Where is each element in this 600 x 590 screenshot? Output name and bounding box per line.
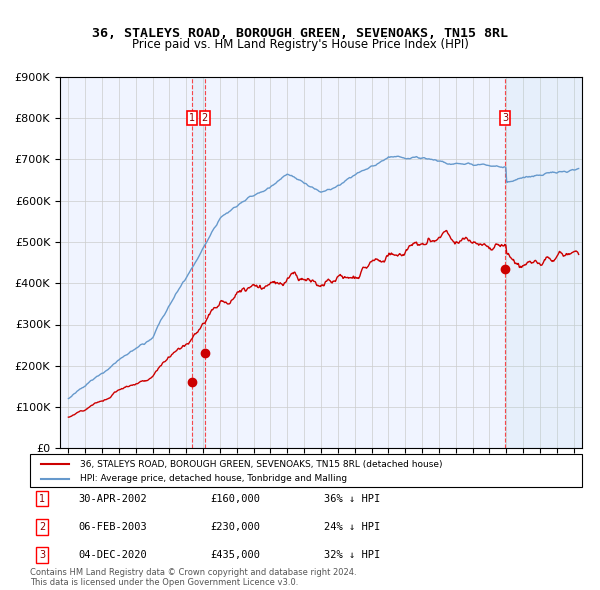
Text: 36, STALEYS ROAD, BOROUGH GREEN, SEVENOAKS, TN15 8RL: 36, STALEYS ROAD, BOROUGH GREEN, SEVENOA… [92,27,508,40]
Text: HPI: Average price, detached house, Tonbridge and Malling: HPI: Average price, detached house, Tonb… [80,474,347,483]
Text: 04-DEC-2020: 04-DEC-2020 [78,550,147,560]
Bar [505,77,582,448]
Text: 1: 1 [189,113,195,123]
Text: 1: 1 [39,494,45,503]
Text: £435,000: £435,000 [210,550,260,560]
Text: 3: 3 [502,113,508,123]
Text: 2: 2 [202,113,208,123]
Text: 3: 3 [39,550,45,560]
Text: 30-APR-2002: 30-APR-2002 [78,494,147,503]
Bar [192,77,205,448]
Text: Price paid vs. HM Land Registry's House Price Index (HPI): Price paid vs. HM Land Registry's House … [131,38,469,51]
FancyBboxPatch shape [30,454,582,487]
Text: £160,000: £160,000 [210,494,260,503]
Text: £230,000: £230,000 [210,522,260,532]
Text: Contains HM Land Registry data © Crown copyright and database right 2024.
This d: Contains HM Land Registry data © Crown c… [30,568,356,587]
Text: 36, STALEYS ROAD, BOROUGH GREEN, SEVENOAKS, TN15 8RL (detached house): 36, STALEYS ROAD, BOROUGH GREEN, SEVENOA… [80,460,442,468]
Text: 06-FEB-2003: 06-FEB-2003 [78,522,147,532]
Text: 36% ↓ HPI: 36% ↓ HPI [324,494,380,503]
Text: 32% ↓ HPI: 32% ↓ HPI [324,550,380,560]
Text: 2: 2 [39,522,45,532]
Text: 24% ↓ HPI: 24% ↓ HPI [324,522,380,532]
